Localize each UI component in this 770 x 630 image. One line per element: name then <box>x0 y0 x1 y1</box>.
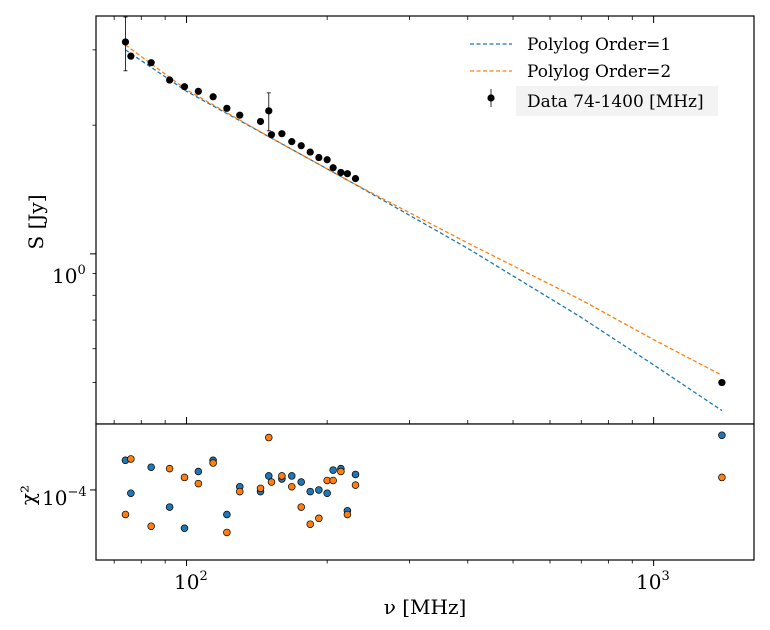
residual-point-order2 <box>267 478 276 486</box>
residual-point-order1 <box>194 467 203 476</box>
main-y-tick-label: 100 <box>52 263 86 288</box>
data-point <box>223 104 231 112</box>
data-point <box>127 52 135 60</box>
residual-point-order2 <box>236 487 244 496</box>
residual-point-order2 <box>194 479 203 488</box>
data-point <box>288 138 296 146</box>
main-data-points <box>121 16 726 387</box>
residual-point-order1 <box>306 487 314 496</box>
residual-y-axis-label: χ² <box>16 485 40 505</box>
data-point <box>267 131 276 139</box>
data-point <box>265 107 273 115</box>
x-axis-label: ν [MHz] <box>384 595 467 619</box>
residual-point-order2 <box>351 481 360 489</box>
data-point <box>351 174 360 183</box>
data-point <box>194 87 202 95</box>
data-point <box>297 142 305 150</box>
residual-point-order1 <box>127 489 135 497</box>
residual-point-order1 <box>288 472 296 480</box>
residual-point-order1 <box>329 466 337 474</box>
data-point <box>209 93 217 101</box>
main-fit-lines <box>125 44 723 412</box>
residual-point-order1 <box>147 463 155 471</box>
residual-point-order2 <box>180 473 189 482</box>
data-point <box>337 168 345 177</box>
main-axis-ticks <box>90 16 655 424</box>
data-point <box>718 378 726 387</box>
data-point <box>278 130 286 138</box>
data-point <box>147 59 155 67</box>
residual-point-order2 <box>343 510 352 519</box>
data-point <box>343 170 352 178</box>
residual-point-order2 <box>278 472 286 480</box>
data-point <box>121 38 130 46</box>
main-plot-area <box>95 15 755 425</box>
residual-point-order1 <box>718 431 726 439</box>
residual-y-tick-label: 10−4 <box>42 485 87 510</box>
data-point <box>315 153 323 162</box>
residual-axis-ticks <box>90 489 655 566</box>
residual-point-order1 <box>165 503 174 511</box>
residual-point-order2 <box>223 528 231 537</box>
residual-point-order2 <box>337 467 345 476</box>
x-tick-label-1000: 103 <box>636 569 670 594</box>
residual-point-order1 <box>351 470 360 479</box>
data-point <box>166 76 174 84</box>
residual-point-order2 <box>121 510 130 519</box>
residual-point-order1 <box>180 524 189 533</box>
legend-data-label-bg <box>516 86 718 116</box>
main-y-axis-label: S [Jy] <box>24 195 48 250</box>
legend-label-order1: Polylog Order=1 <box>527 35 671 55</box>
data-point <box>256 117 265 126</box>
residual-point-order2 <box>147 522 155 530</box>
residual-point-order2 <box>256 484 265 493</box>
residual-point-order1 <box>265 472 273 480</box>
data-point <box>180 83 189 91</box>
residual-point-order1 <box>297 478 305 486</box>
residual-point-order1 <box>315 486 323 494</box>
residual-point-order2 <box>315 514 323 523</box>
data-point <box>306 148 314 156</box>
legend: Polylog Order=1 Polylog Order=2 Data 74-… <box>470 35 718 116</box>
residual-point-order1 <box>323 489 331 497</box>
residual-point-order2 <box>288 482 296 491</box>
data-point <box>236 111 244 119</box>
fit-line-order1 <box>125 49 723 412</box>
residual-points <box>121 431 726 537</box>
residual-point-order2 <box>265 433 273 442</box>
legend-label-order2: Polylog Order=2 <box>527 62 671 82</box>
residual-point-order2 <box>297 503 305 511</box>
residual-point-order2 <box>306 520 314 528</box>
data-point <box>323 156 331 164</box>
residual-point-order2 <box>165 464 174 473</box>
legend-label-data: Data 74-1400 [MHz] <box>527 92 704 112</box>
legend-swatch-data-marker <box>487 94 495 102</box>
fit-line-order2 <box>125 44 723 376</box>
data-point <box>329 164 337 172</box>
residual-point-order2 <box>127 455 135 463</box>
residual-plot-area <box>95 423 755 561</box>
residual-point-order2 <box>329 476 337 485</box>
x-tick-label-100: 102 <box>174 569 208 594</box>
residual-point-order1 <box>223 510 231 519</box>
residual-point-order2 <box>718 473 726 482</box>
residual-point-order2 <box>209 459 217 467</box>
